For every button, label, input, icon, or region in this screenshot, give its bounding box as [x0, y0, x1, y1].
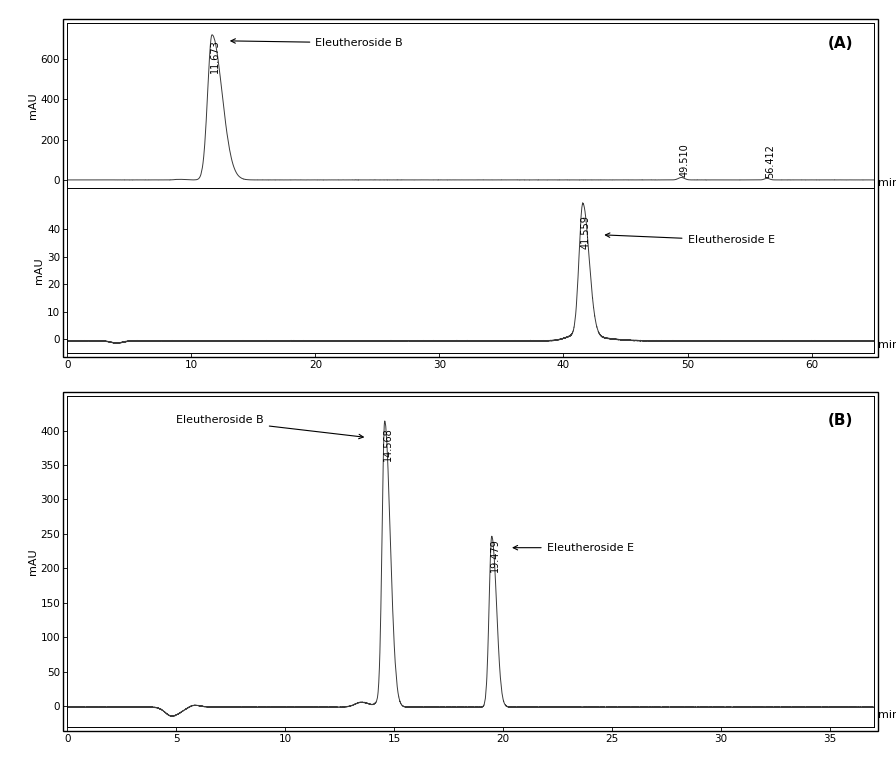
Y-axis label: mAU: mAU — [28, 92, 38, 119]
Text: min: min — [878, 710, 896, 720]
Text: 14.568: 14.568 — [383, 427, 393, 461]
Text: Eleutheroside B: Eleutheroside B — [231, 38, 403, 48]
Text: 19.479: 19.479 — [490, 539, 500, 572]
Text: Eleutheroside E: Eleutheroside E — [606, 233, 774, 245]
Text: 11.673: 11.673 — [211, 39, 220, 73]
Text: (A): (A) — [828, 36, 854, 51]
Text: 49.510: 49.510 — [679, 143, 690, 177]
Text: 56.412: 56.412 — [765, 144, 775, 178]
Y-axis label: mAU: mAU — [34, 257, 45, 284]
Text: 41.559: 41.559 — [581, 216, 590, 249]
Text: min: min — [878, 340, 896, 350]
Text: Eleutheroside E: Eleutheroside E — [513, 543, 633, 553]
Y-axis label: mAU: mAU — [28, 548, 38, 575]
Text: (B): (B) — [828, 413, 854, 428]
Text: Eleutheroside B: Eleutheroside B — [177, 416, 363, 439]
Text: min: min — [878, 178, 896, 188]
